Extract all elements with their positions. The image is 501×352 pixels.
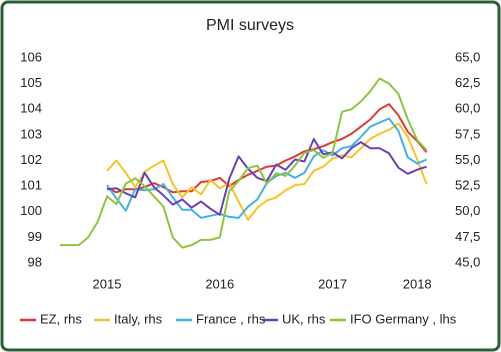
y2-tick-label: 60,0 [455, 101, 480, 116]
y-tick-label: 105 [20, 75, 42, 90]
y-tick-label: 101 [20, 178, 42, 193]
y-tick-label: 104 [20, 101, 42, 116]
y-tick-label: 98 [28, 254, 42, 269]
y2-tick-label: 45,0 [455, 254, 480, 269]
y-tick-label: 106 [20, 49, 42, 64]
y-tick-label: 100 [20, 203, 42, 218]
series-line [106, 122, 428, 221]
x-tick-label: 2015 [93, 276, 122, 291]
x-tick-label: 2016 [205, 276, 234, 291]
legend-label: UK, rhs [282, 311, 326, 326]
legend-label: IFO Germany , lhs [350, 311, 457, 326]
y2-tick-label: 62,5 [455, 75, 480, 90]
y2-tick-label: 52,5 [455, 178, 480, 193]
y2-tick-label: 65,0 [455, 49, 480, 64]
y2-tick-label: 55,0 [455, 152, 480, 167]
x-tick-label: 2017 [318, 276, 347, 291]
x-tick-label: 2018 [403, 276, 432, 291]
y-tick-label: 103 [20, 126, 42, 141]
series-line [60, 77, 428, 249]
legend-label: Italy, rhs [114, 311, 163, 326]
y-tick-label: 99 [28, 229, 42, 244]
y2-tick-label: 57,5 [455, 126, 480, 141]
legend-label: France , rhs [196, 311, 266, 326]
chart-title: PMI surveys [206, 17, 294, 34]
y-tick-label: 102 [20, 152, 42, 167]
y2-tick-label: 50,0 [455, 203, 480, 218]
legend-label: EZ, rhs [40, 311, 82, 326]
series-line [106, 138, 427, 216]
y2-tick-label: 47,5 [455, 229, 480, 244]
